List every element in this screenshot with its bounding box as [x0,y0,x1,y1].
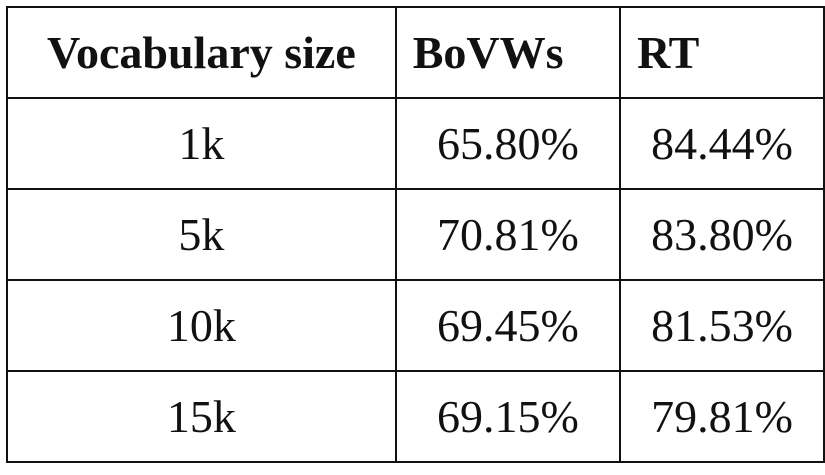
cell-rt: 79.81% [619,370,825,463]
cell-bovws: 65.80% [394,97,622,190]
cell-vocabulary-size: 15k [6,370,397,463]
table-row: 15k 69.15% 79.81% [6,370,825,463]
cell-vocabulary-size: 1k [6,97,397,190]
cell-bovws: 70.81% [394,188,622,281]
cell-bovws: 69.15% [394,370,622,463]
table-row: 10k 69.45% 81.53% [6,279,825,372]
table-row: 5k 70.81% 83.80% [6,188,825,281]
results-table: Vocabulary size BoVWs RT 1k 65.80% 84.44… [6,6,825,463]
table-row: 1k 65.80% 84.44% [6,97,825,190]
table-header-row: Vocabulary size BoVWs RT [6,6,825,99]
cell-bovws: 69.45% [394,279,622,372]
header-vocabulary-size: Vocabulary size [6,6,397,99]
header-rt: RT [619,6,825,99]
cell-rt: 84.44% [619,97,825,190]
cell-rt: 83.80% [619,188,825,281]
cell-vocabulary-size: 5k [6,188,397,281]
cell-vocabulary-size: 10k [6,279,397,372]
cell-rt: 81.53% [619,279,825,372]
header-bovws: BoVWs [394,6,622,99]
results-table-container: Vocabulary size BoVWs RT 1k 65.80% 84.44… [6,6,825,463]
